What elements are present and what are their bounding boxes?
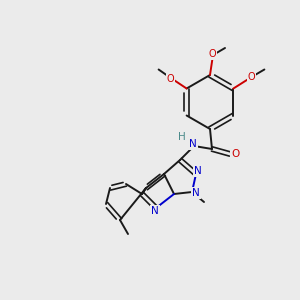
Text: H: H xyxy=(178,132,186,142)
Text: O: O xyxy=(167,74,174,83)
Text: O: O xyxy=(248,73,255,82)
Text: O: O xyxy=(208,49,216,59)
Text: N: N xyxy=(151,206,159,216)
Text: O: O xyxy=(231,149,239,159)
Text: N: N xyxy=(189,139,197,149)
Text: N: N xyxy=(194,166,202,176)
Text: N: N xyxy=(192,188,200,198)
